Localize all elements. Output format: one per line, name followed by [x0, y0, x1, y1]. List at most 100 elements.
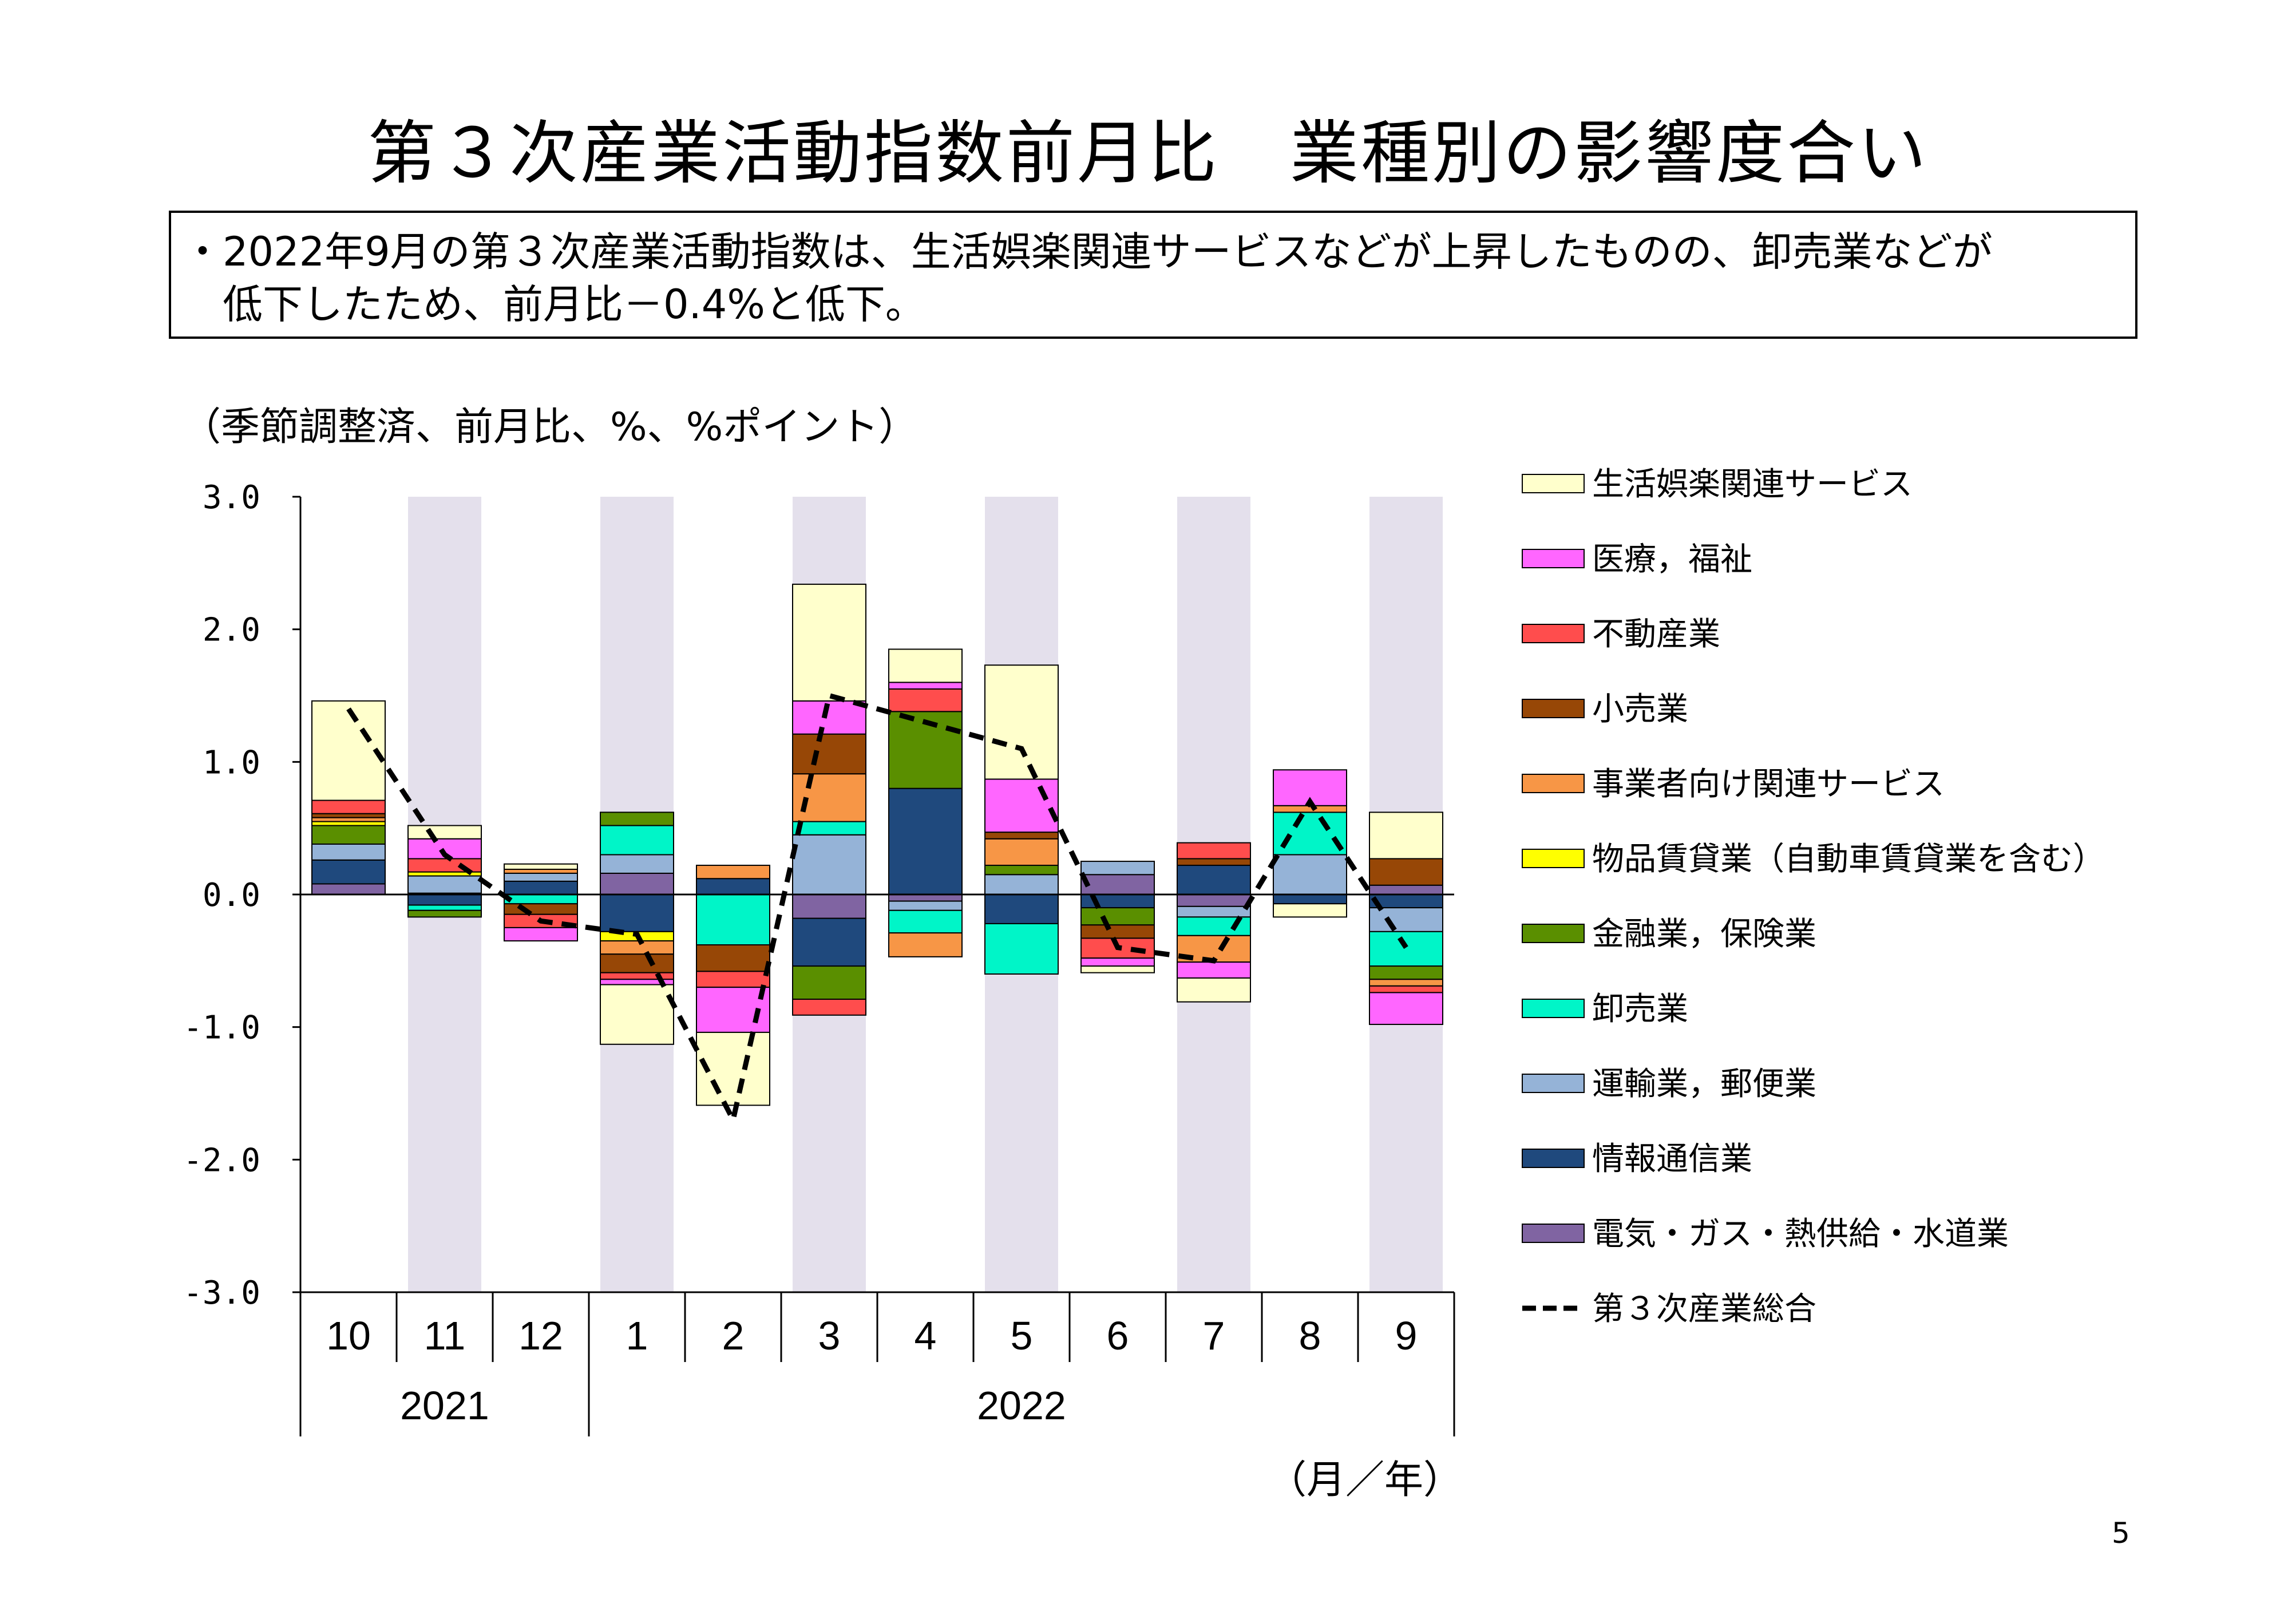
legend-label: 医療，福祉 [1592, 541, 1752, 578]
legend-label: 電気・ガス・熱供給・水道業 [1592, 1216, 2009, 1253]
legend-label: 小売業 [1592, 691, 1688, 728]
legend-label: 生活娯楽関連サービス [1592, 466, 1913, 503]
bar-segment [984, 894, 1059, 924]
total-line-path [346, 692, 1408, 1127]
category-label: 10 [326, 1313, 371, 1358]
bar-segment [311, 859, 386, 885]
bar-segment [504, 880, 578, 896]
category-label: 2 [722, 1313, 745, 1358]
bar-segment [600, 984, 674, 1045]
bar-segment [504, 894, 578, 905]
bar-segment [1273, 894, 1347, 905]
bar-segment [1273, 854, 1347, 895]
bar-segment [888, 900, 963, 911]
bar-segment [311, 843, 386, 861]
bar-segment [696, 878, 770, 895]
legend-label: 情報通信業 [1592, 1141, 1752, 1178]
category-label: 8 [1299, 1313, 1321, 1358]
bar-segment [1273, 903, 1347, 918]
bar-segment [1080, 965, 1155, 973]
year-label: 2021 [400, 1383, 489, 1428]
bar-segment [600, 825, 674, 856]
bar-segment [984, 778, 1059, 833]
legend-label: 金融業，保険業 [1592, 916, 1816, 953]
bar-segment [984, 874, 1059, 895]
bar-segment [600, 872, 674, 896]
bar-segment [407, 894, 482, 906]
bar-segment [600, 940, 674, 955]
bar-segment [984, 664, 1059, 780]
bar-segment [1177, 865, 1251, 895]
bar-segment [696, 971, 770, 988]
bar-segment [696, 865, 770, 880]
bar-segment [792, 894, 866, 919]
legend-swatch [1522, 1149, 1585, 1168]
category-label: 4 [915, 1313, 937, 1358]
category-label: 3 [818, 1313, 841, 1358]
unit-note: （季節調整済、前月比、%、%ポイント） [182, 405, 918, 450]
bar-segment [888, 648, 963, 683]
bar-segment [1177, 905, 1251, 918]
bar-segment [1369, 907, 1443, 932]
bar-segment [1080, 907, 1155, 926]
legend-label: 卸売業 [1592, 991, 1688, 1028]
bar-segment [311, 813, 386, 818]
legend-swatch [1522, 774, 1585, 793]
bar-segment [1369, 979, 1443, 987]
legend-swatch [1522, 624, 1585, 643]
bar-segment [984, 838, 1059, 866]
y-tick-label: 3.0 [203, 479, 260, 516]
bar-segment [407, 909, 482, 918]
bar-segment [600, 953, 674, 973]
bar-segments [311, 583, 1443, 1106]
bar-segment [888, 894, 963, 902]
bar-segment [407, 904, 482, 911]
bar-segment [1369, 985, 1443, 993]
bar-segment [504, 872, 578, 882]
legend-swatch [1522, 924, 1585, 943]
legend-swatch [1522, 999, 1585, 1018]
y-tick-label: 1.0 [203, 744, 260, 781]
bar-segment [504, 868, 578, 874]
legend-swatch [1522, 699, 1585, 718]
y-tick-label: -3.0 [183, 1274, 260, 1312]
bar-segment [696, 944, 770, 972]
page-number: 5 [2112, 1517, 2130, 1550]
bar-segment [1177, 961, 1251, 979]
bar-segment [1177, 858, 1251, 866]
x-axis-unit: （月／年） [1268, 1458, 1463, 1503]
legend-label: 事業者向け関連サービス [1592, 766, 1945, 803]
bar-segment [888, 787, 963, 895]
bar-segment [407, 825, 482, 840]
bar-segment [311, 700, 386, 801]
bar-segment [1369, 965, 1443, 980]
bar-segment [888, 688, 963, 712]
category-label: 7 [1203, 1313, 1225, 1358]
y-tick-label: -1.0 [183, 1010, 260, 1047]
bar-segment [407, 875, 482, 894]
bar-segment [600, 854, 674, 874]
bar-segment [1177, 977, 1251, 1003]
y-tick-label: 2.0 [203, 612, 260, 649]
category-label: 11 [424, 1313, 466, 1358]
summary-text: ・2022年9月の第３次産業活動指数は、生活娯楽関連サービスなどが上昇したものの… [183, 228, 1993, 328]
bar-segment [888, 909, 963, 934]
bar-segment [984, 832, 1059, 840]
bar-segment [1369, 992, 1443, 1026]
bar-segment [792, 733, 866, 775]
bar-segment [1369, 812, 1443, 860]
bar-segment [792, 583, 866, 702]
legend-swatch [1522, 549, 1585, 568]
legend-label: 第３次産業総合 [1592, 1291, 1816, 1328]
bar-segment [600, 812, 674, 826]
bar-segment [504, 927, 578, 942]
bar-segment [1369, 858, 1443, 886]
legend-label: 不動産業 [1592, 616, 1720, 653]
bar-segment [792, 965, 866, 1000]
bar-segment [1080, 874, 1155, 895]
bar-segment [984, 865, 1059, 876]
bar-segment [888, 932, 963, 957]
bar-segment [1177, 842, 1251, 860]
bar-segment [1369, 884, 1443, 895]
bar-segment [600, 894, 674, 932]
